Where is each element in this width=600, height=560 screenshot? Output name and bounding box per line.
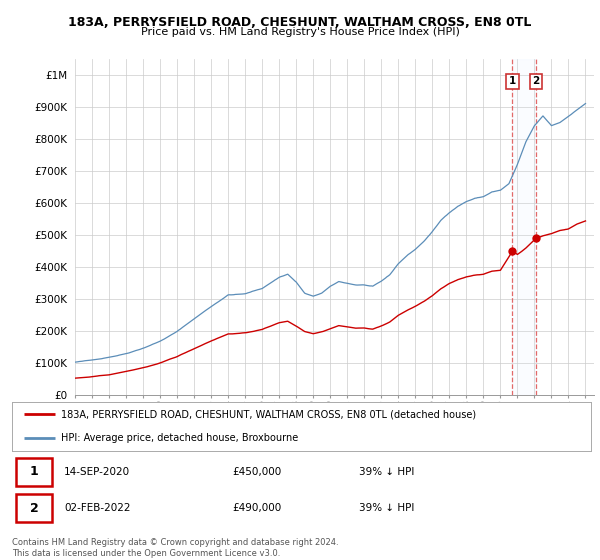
Text: 39% ↓ HPI: 39% ↓ HPI xyxy=(359,503,415,513)
Text: 1: 1 xyxy=(509,76,516,86)
Text: 02-FEB-2022: 02-FEB-2022 xyxy=(64,503,131,513)
FancyBboxPatch shape xyxy=(16,494,52,522)
Text: 2: 2 xyxy=(29,502,38,515)
Text: 183A, PERRYSFIELD ROAD, CHESHUNT, WALTHAM CROSS, EN8 0TL (detached house): 183A, PERRYSFIELD ROAD, CHESHUNT, WALTHA… xyxy=(61,409,476,419)
Text: Contains HM Land Registry data © Crown copyright and database right 2024.
This d: Contains HM Land Registry data © Crown c… xyxy=(12,538,338,558)
Text: 1: 1 xyxy=(29,465,38,478)
Text: Price paid vs. HM Land Registry's House Price Index (HPI): Price paid vs. HM Land Registry's House … xyxy=(140,27,460,37)
FancyBboxPatch shape xyxy=(16,458,52,486)
Text: HPI: Average price, detached house, Broxbourne: HPI: Average price, detached house, Brox… xyxy=(61,433,298,443)
Text: 14-SEP-2020: 14-SEP-2020 xyxy=(64,466,130,477)
Text: 2: 2 xyxy=(532,76,539,86)
Text: 183A, PERRYSFIELD ROAD, CHESHUNT, WALTHAM CROSS, EN8 0TL: 183A, PERRYSFIELD ROAD, CHESHUNT, WALTHA… xyxy=(68,16,532,29)
Text: £490,000: £490,000 xyxy=(232,503,281,513)
Text: £450,000: £450,000 xyxy=(232,466,281,477)
Text: 39% ↓ HPI: 39% ↓ HPI xyxy=(359,466,415,477)
Bar xyxy=(512,59,536,395)
